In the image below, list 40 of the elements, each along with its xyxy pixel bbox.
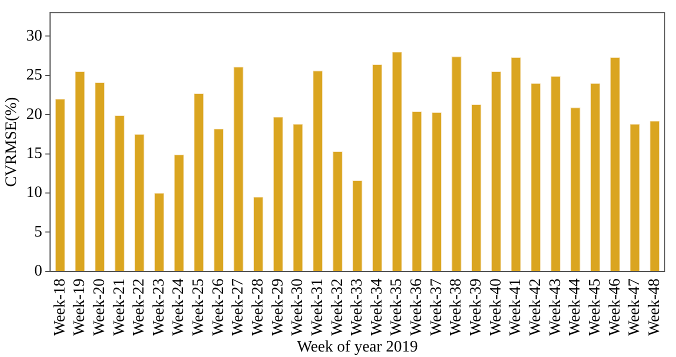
y-tick-label: 15 [26, 144, 42, 162]
x-tick-label: Week-31 [308, 278, 326, 336]
x-tick-label: Week-45 [586, 278, 604, 336]
x-tick-label: Week-33 [348, 278, 366, 336]
x-tick-label: Week-36 [408, 278, 426, 336]
x-tick-label: Week-20 [90, 278, 108, 336]
x-tick-label: Week-32 [328, 278, 346, 336]
x-tick-label: Week-40 [487, 278, 504, 336]
x-tick-label: Week-41 [507, 278, 524, 336]
x-tick-label: Week-34 [368, 278, 386, 336]
x-tick-label: Week-39 [468, 278, 485, 336]
x-tick-label: Week-35 [388, 278, 406, 336]
x-tick-label: Week-22 [130, 278, 148, 336]
x-tick-label: Week-47 [626, 278, 644, 336]
x-tick-label: Week-42 [526, 278, 544, 336]
y-tick-label: 25 [26, 66, 42, 84]
x-tick-label: Week-28 [250, 278, 267, 336]
y-tick-label: 20 [26, 106, 42, 123]
y-axis-title: CVRMSE(%) [2, 97, 20, 187]
x-tick-label: Week-37 [428, 278, 445, 336]
x-tick-label: Week-44 [566, 278, 584, 336]
y-tick-label: 10 [26, 184, 42, 202]
x-tick-label: Week-46 [606, 278, 624, 336]
x-axis-title: Week of year 2019 [296, 338, 418, 356]
x-tick-label: Week-43 [546, 278, 564, 336]
x-tick-label: Week-21 [110, 278, 128, 336]
y-tick-label: 5 [34, 223, 42, 240]
x-tick-label: Week-18 [51, 278, 68, 336]
x-tick-label: Week-23 [150, 278, 168, 336]
x-tick-label: Week-26 [210, 278, 227, 336]
x-tick-label: Week-24 [170, 278, 188, 336]
y-tick-label: 30 [26, 27, 42, 44]
x-tick-label: Week-30 [289, 278, 306, 336]
x-tick-label: Week-38 [448, 278, 465, 336]
x-tick-label: Week-29 [269, 278, 286, 336]
x-tick-label: Week-48 [646, 278, 663, 336]
x-tick-label: Week-25 [190, 278, 208, 336]
x-tick-label: Week-19 [71, 278, 88, 336]
y-tick-label: 0 [34, 262, 42, 280]
x-tick-label: Week-27 [230, 278, 247, 336]
